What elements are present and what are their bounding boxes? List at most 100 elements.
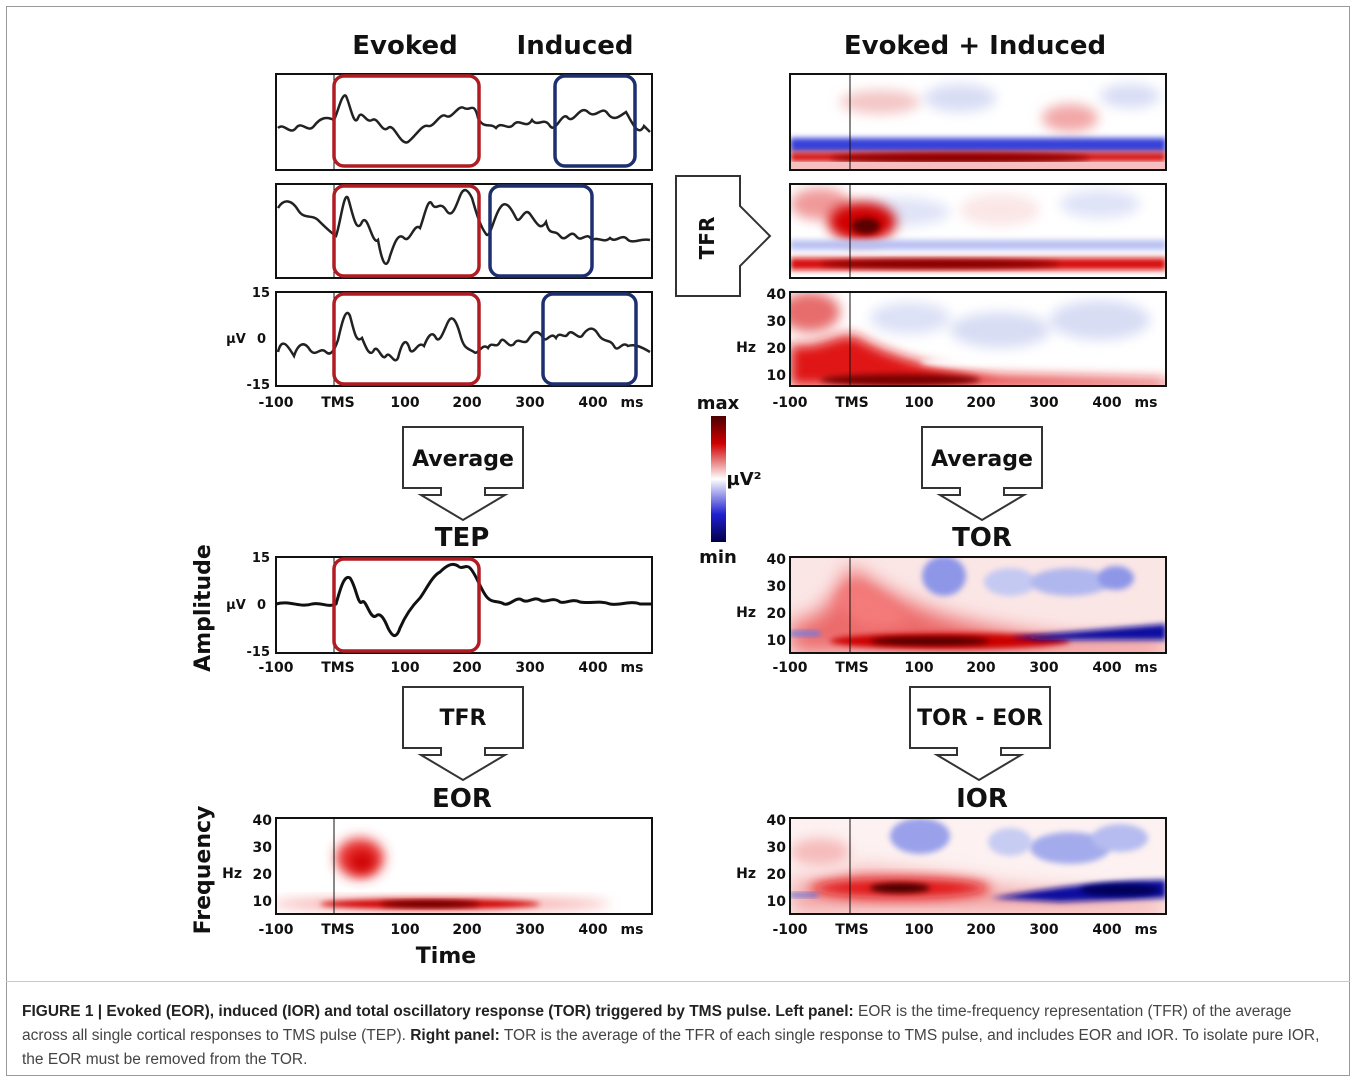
freq-tick-label: 40 [767,287,787,303]
time-axis-trials: -100 TMS 100 200 300 400 ms [258,395,643,411]
colorbar-min: min [699,547,737,568]
single-trial-2 [275,183,653,279]
figure-diagram: Evoked Induced Evoked + Induced 15 0 µV … [191,31,1167,969]
time-tick-label: 300 [515,395,544,411]
amp-tick-0: 0 [257,332,266,347]
freq-unit-label: Hz [736,340,756,356]
trial-tfr-2 [789,183,1167,279]
time-tick-label: -100 [258,922,293,938]
single-trial-3 [275,291,653,387]
time-tick-label: 200 [966,660,995,676]
freq-tick-label: 40 [253,813,273,829]
freq-tick-label: 30 [767,579,787,595]
time-axis-tep: -100 TMS 100 200 300 400 ms [258,660,643,676]
tfr-bottom-label: TFR [440,706,487,731]
time-tick-label: -100 [772,395,807,411]
freq-tick-label: 10 [253,894,273,910]
time-tick-label: 300 [515,922,544,938]
time-axis-tor: -100 TMS 100 200 300 400 ms [772,660,1157,676]
title-ior: IOR [956,784,1008,814]
caption-right-label: Right panel: [410,1027,500,1044]
caption-left-text: EOR is the time-frequency representation… [22,1003,1292,1044]
freq-axis-tor: 40 30 20 10 Hz [736,552,786,649]
time-tick-label: TMS [835,395,869,411]
time-tick-label: 200 [966,922,995,938]
freq-tick-label: 10 [767,894,787,910]
time-tick-label: ms [1135,660,1158,676]
freq-tick-label: 40 [767,813,787,829]
freq-unit-label: Hz [222,866,242,882]
time-axis-ior: -100 TMS 100 200 300 400 ms [772,922,1157,938]
time-tick-label: 100 [390,660,419,676]
tor-plot [789,556,1167,654]
colorbar: max µV² min [697,393,762,568]
time-tick-label: ms [621,660,644,676]
title-tor: TOR [952,523,1012,553]
colorbar-unit: µV² [726,469,761,490]
tep-amp-unit: µV [226,598,246,613]
time-tick-label: 400 [578,395,607,411]
title-eor: EOR [432,784,492,814]
header-induced: Induced [517,31,634,61]
trial-tfr-1 [789,73,1167,171]
time-tick-label: 400 [1092,395,1121,411]
tep-trace [275,562,652,637]
freq-tick-label: 10 [767,633,787,649]
caption-divider [6,981,1350,982]
tor-minus-eor-label: TOR - EOR [917,706,1043,731]
trace-trial-2 [276,188,651,266]
tep-amp-tick-neg15: -15 [247,645,271,660]
time-tick-label: TMS [835,660,869,676]
time-tick-label: 400 [578,922,607,938]
time-tick-label: -100 [258,395,293,411]
average-left-label: Average [412,447,514,472]
amp-tick-15: 15 [252,286,270,301]
tfr-side-arrow: TFR [675,175,772,297]
time-tick-label: TMS [321,922,355,938]
freq-axis-eor: 40 30 20 10 Hz [222,813,272,910]
amp-unit: µV [226,332,246,347]
time-tick-label: ms [1135,922,1158,938]
time-tick-label: -100 [772,660,807,676]
freq-tick-label: 20 [767,606,787,622]
time-tick-label: 400 [1092,922,1121,938]
time-tick-label: TMS [321,395,355,411]
amplitude-axis-label: Amplitude [191,544,216,672]
frequency-axis-label: Frequency [191,806,216,935]
time-tick-label: 200 [452,660,481,676]
colorbar-max: max [697,393,740,414]
average-arrow-left: Average [402,426,524,522]
time-tick-label: TMS [835,922,869,938]
freq-axis-trial-3: 40 30 20 10 Hz [736,287,786,384]
time-tick-label: 200 [452,395,481,411]
induced-window-1 [553,74,637,168]
freq-unit-label: Hz [736,866,756,882]
time-tick-label: 400 [578,660,607,676]
time-tick-label: 300 [1029,922,1058,938]
evoked-window-3 [332,292,481,386]
freq-tick-label: 20 [767,867,787,883]
freq-tick-label: 20 [767,341,787,357]
caption-right-text: TOR is the average of the TFR of each si… [22,1027,1320,1068]
tfr-side-label: TFR [695,217,719,260]
tfr-bottom-arrow: TFR [402,686,524,782]
tep-evoked-window [332,557,481,653]
tor-minus-eor-arrow: TOR - EOR [909,686,1051,782]
time-tick-label: 300 [515,660,544,676]
time-axis-label: Time [416,944,476,969]
freq-tick-label: 10 [767,368,787,384]
time-tick-label: ms [1135,395,1158,411]
freq-tick-label: 40 [767,552,787,568]
trace-trial-1 [277,94,651,144]
tep-plot [275,556,653,654]
time-tick-label: ms [621,922,644,938]
induced-window-3 [541,292,638,386]
figure-frame [6,6,1350,1076]
time-tick-label: 200 [966,395,995,411]
figure-caption: FIGURE 1 | Evoked (EOR), induced (IOR) a… [22,1000,1340,1072]
induced-window-2 [488,184,594,278]
freq-unit-label: Hz [736,605,756,621]
caption-figure-label: FIGURE 1 | Evoked (EOR), induced (IOR) a… [22,1003,772,1020]
ior-plot [789,817,1167,915]
time-tick-label: TMS [321,660,355,676]
